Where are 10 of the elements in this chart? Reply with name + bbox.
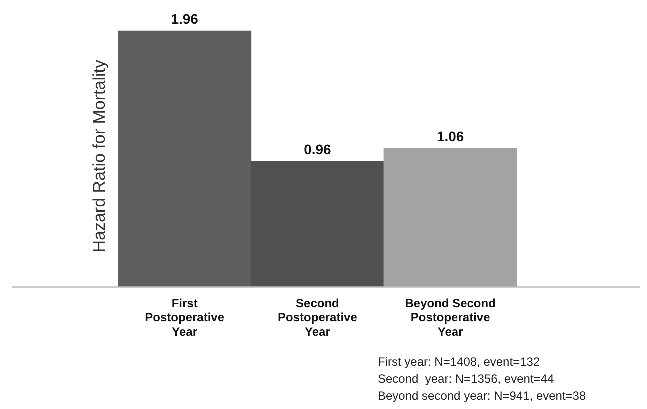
data-label: 0.96 xyxy=(304,141,332,158)
x-tick-label: Second Postoperative Year xyxy=(278,296,358,340)
data-label: 1.96 xyxy=(171,11,199,28)
y-axis-title: Hazard Ratio for Mortality xyxy=(90,60,109,253)
x-tick-label: Beyond Second Postoperative Year xyxy=(405,296,496,340)
x-tick-label: First Postoperative Year xyxy=(145,296,225,340)
text: Second year: N=1356, event=44 xyxy=(378,371,556,388)
data-label: 1.06 xyxy=(436,128,464,144)
text: First year: N=1408, event=132 xyxy=(378,354,542,371)
text: Beyond second year: N=941, event=38 xyxy=(378,388,586,405)
